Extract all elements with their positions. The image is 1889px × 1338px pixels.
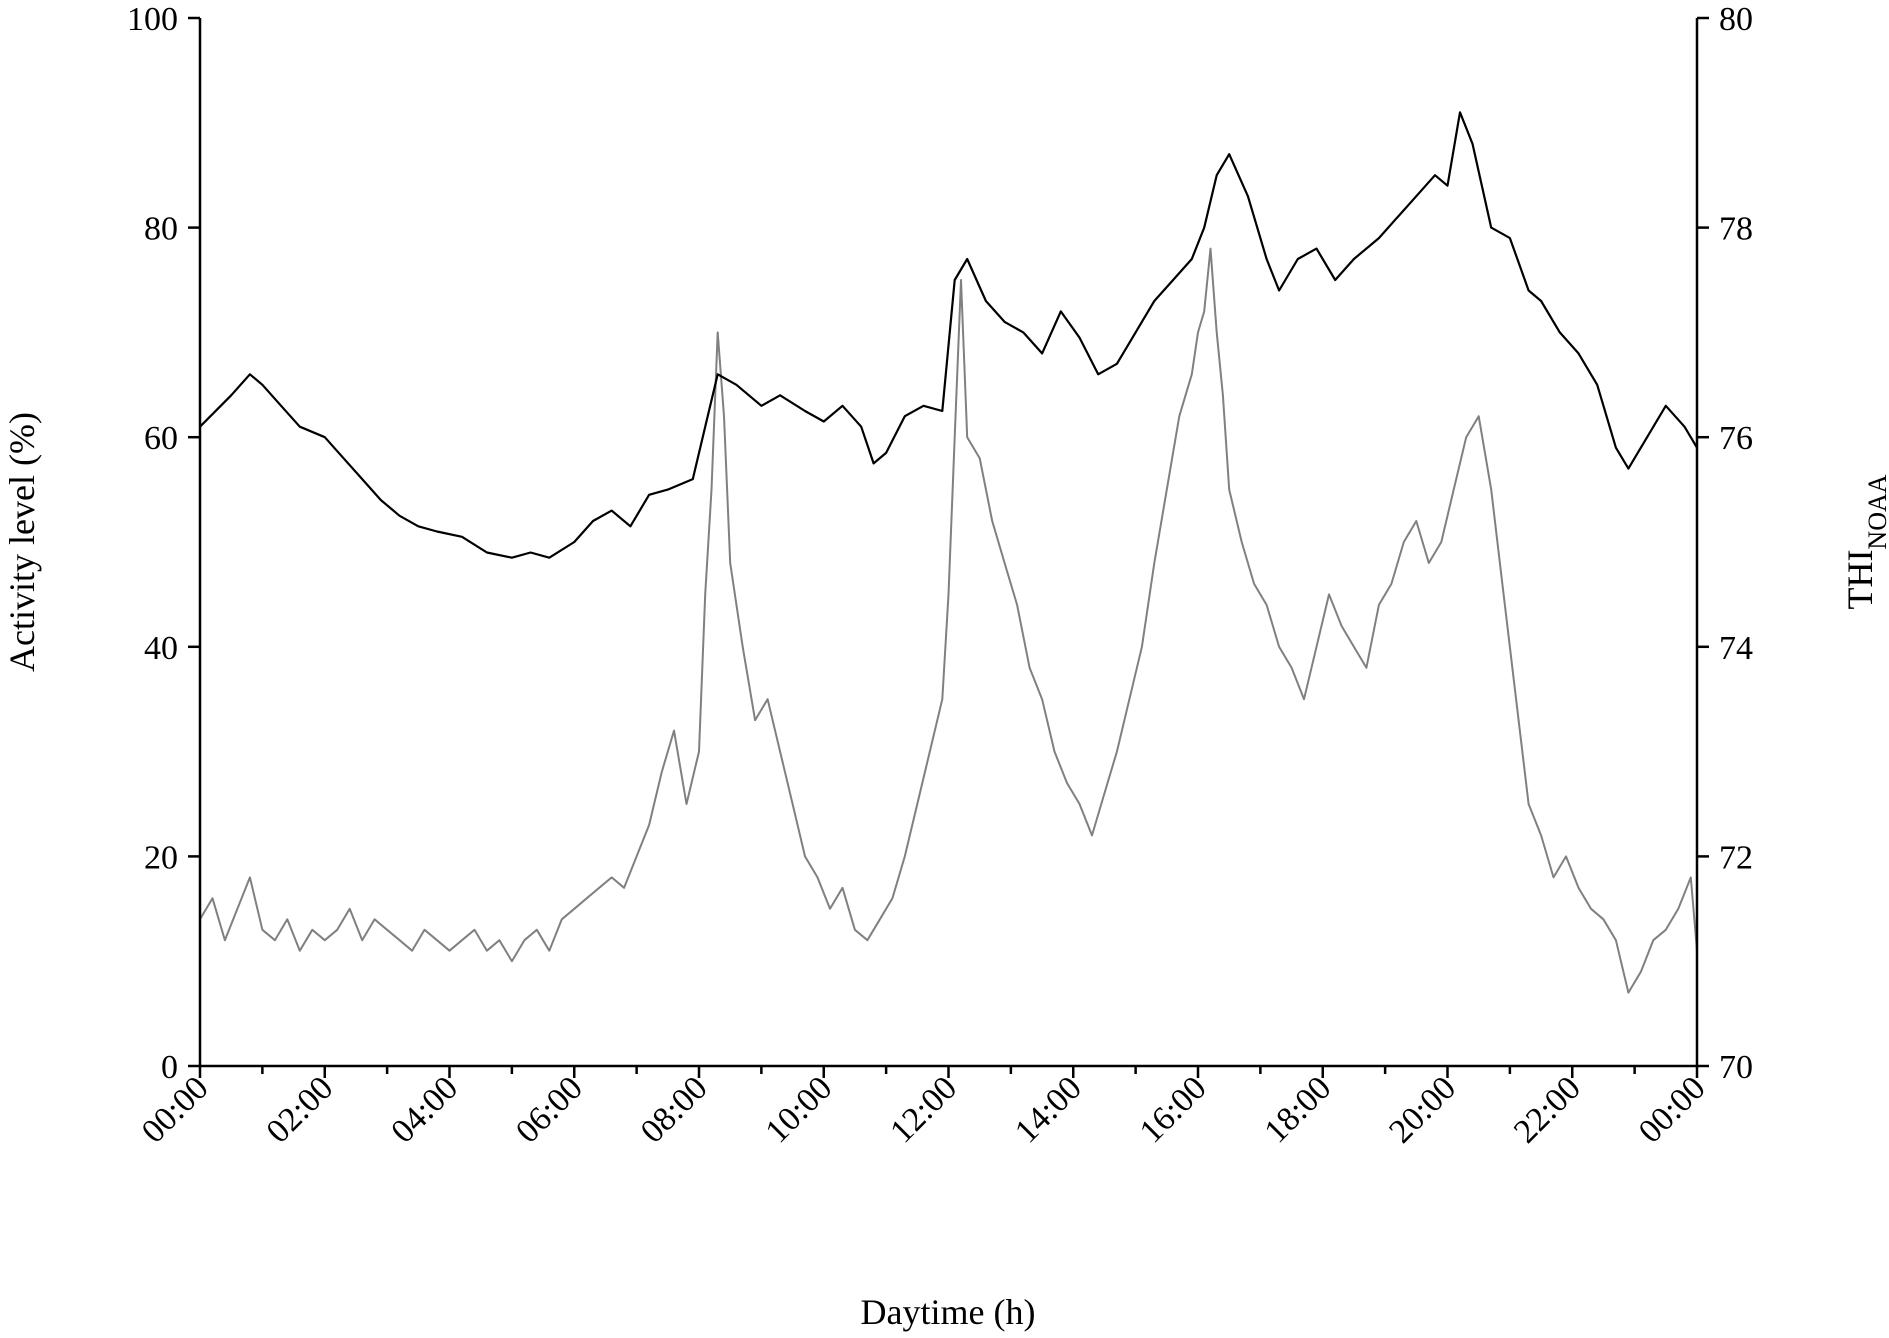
right-y-tick-label: 80: [1719, 1, 1753, 38]
right-y-tick-label: 72: [1719, 839, 1753, 876]
right-axis-title: THINOAA: [1840, 474, 1889, 609]
right-y-tick-label: 76: [1719, 420, 1753, 457]
right-y-tick-label: 74: [1719, 630, 1753, 667]
x-tick-label: 02:00: [260, 1069, 341, 1150]
x-tick-label: 16:00: [1133, 1069, 1214, 1150]
x-tick-label: 08:00: [634, 1069, 715, 1150]
thi-series-line: [199, 111, 1698, 559]
tick-labels: 0 20 40 60 80 100 70 72 74 76 78 80 00:00 02:00 04:00 0…: [127, 1, 1753, 1150]
left-y-tick-label: 20: [144, 839, 178, 876]
left-y-tick-label: 100: [127, 1, 178, 38]
x-tick-label: 22:00: [1507, 1069, 1588, 1150]
axes: [188, 16, 1709, 1078]
x-tick-label: 00:00: [1632, 1069, 1713, 1150]
left-y-tick-label: 60: [144, 420, 178, 457]
plot-lines: [199, 111, 1698, 994]
x-tick-label: 04:00: [384, 1069, 465, 1150]
right-y-tick-label: 70: [1719, 1049, 1753, 1086]
x-axis-title: Daytime (h): [861, 1292, 1036, 1332]
activity-level-series-line: [199, 247, 1698, 994]
right-axis-title-subscript: NOAA: [1863, 474, 1889, 549]
x-tick-label: 06:00: [509, 1069, 590, 1150]
x-tick-label: 18:00: [1258, 1069, 1339, 1150]
left-y-tick-label: 0: [161, 1049, 178, 1086]
x-tick-label: 14:00: [1008, 1069, 1089, 1150]
x-tick-label: 20:00: [1382, 1069, 1463, 1150]
left-axis-title: Activity level (%): [2, 412, 42, 672]
right-axis-title-main: THI: [1840, 550, 1880, 610]
left-y-tick-label: 40: [144, 630, 178, 667]
left-y-tick-label: 80: [144, 211, 178, 248]
x-tick-label: 10:00: [759, 1069, 840, 1150]
x-tick-label: 12:00: [883, 1069, 964, 1150]
right-y-tick-label: 78: [1719, 211, 1753, 248]
